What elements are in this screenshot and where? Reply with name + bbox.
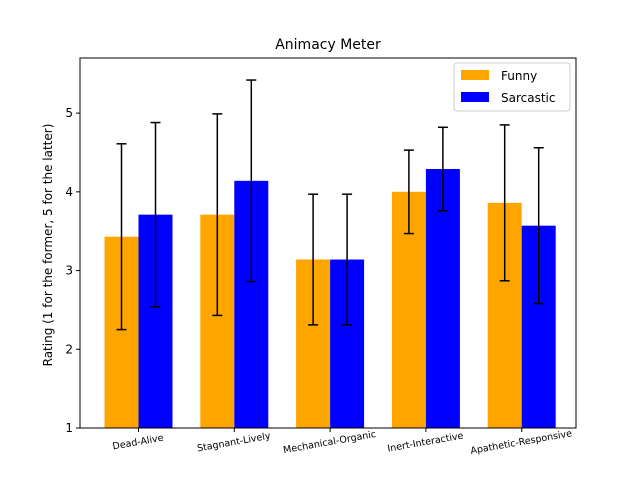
legend-label-sarcastic: Sarcastic (501, 91, 555, 105)
y-tick-label: 4 (65, 185, 73, 199)
y-axis: 1 2 3 4 5 (65, 106, 80, 435)
legend-label-funny: Funny (501, 69, 537, 83)
y-tick-label: 3 (65, 264, 73, 278)
bars-layer (104, 169, 556, 428)
legend-swatch-sarcastic (461, 92, 489, 102)
plot-frame (79, 57, 577, 429)
y-tick-label: 2 (65, 342, 73, 356)
y-tick-label: 5 (65, 106, 73, 120)
legend-swatch-funny (461, 70, 489, 80)
y-tick-label: 1 (65, 421, 73, 435)
bar-sarcastic-4 (425, 169, 460, 428)
y-axis-label: Rating (1 for the former, 5 for the latt… (41, 124, 55, 367)
legend: Funny Sarcastic (453, 62, 571, 112)
error-bars-layer (116, 79, 544, 331)
chart-title: Animacy Meter (275, 37, 381, 53)
